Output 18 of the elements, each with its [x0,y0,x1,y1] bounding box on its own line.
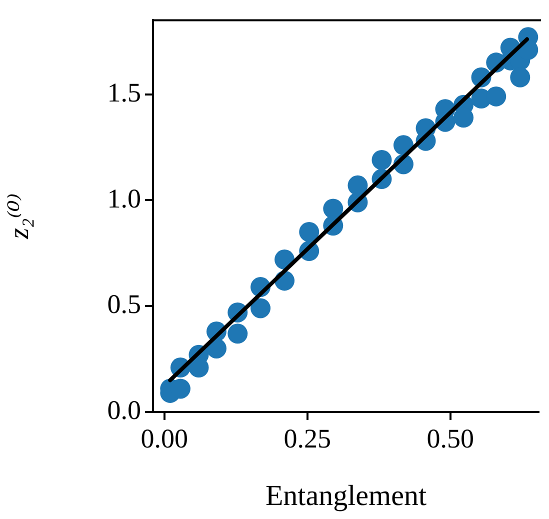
x-tick-label: 0.50 [426,423,474,454]
point [510,67,530,88]
point [299,222,320,242]
y-tick-label: 0.0 [107,395,141,426]
point [250,298,271,318]
y-tick-label: 1.5 [107,77,141,108]
point [372,150,392,170]
y-tick-label: 0.5 [107,289,141,320]
point [486,86,506,106]
point [206,338,226,358]
point [228,324,248,344]
x-tick-label: 0.00 [140,423,188,454]
x-axis-title: Entanglement [265,480,427,512]
y-axis-title: z₂⁽⁰⁾ [4,193,36,240]
point [323,198,344,219]
point [348,175,368,196]
x-tick-label: 0.25 [284,423,332,454]
y-tick-label: 1.0 [107,183,141,214]
